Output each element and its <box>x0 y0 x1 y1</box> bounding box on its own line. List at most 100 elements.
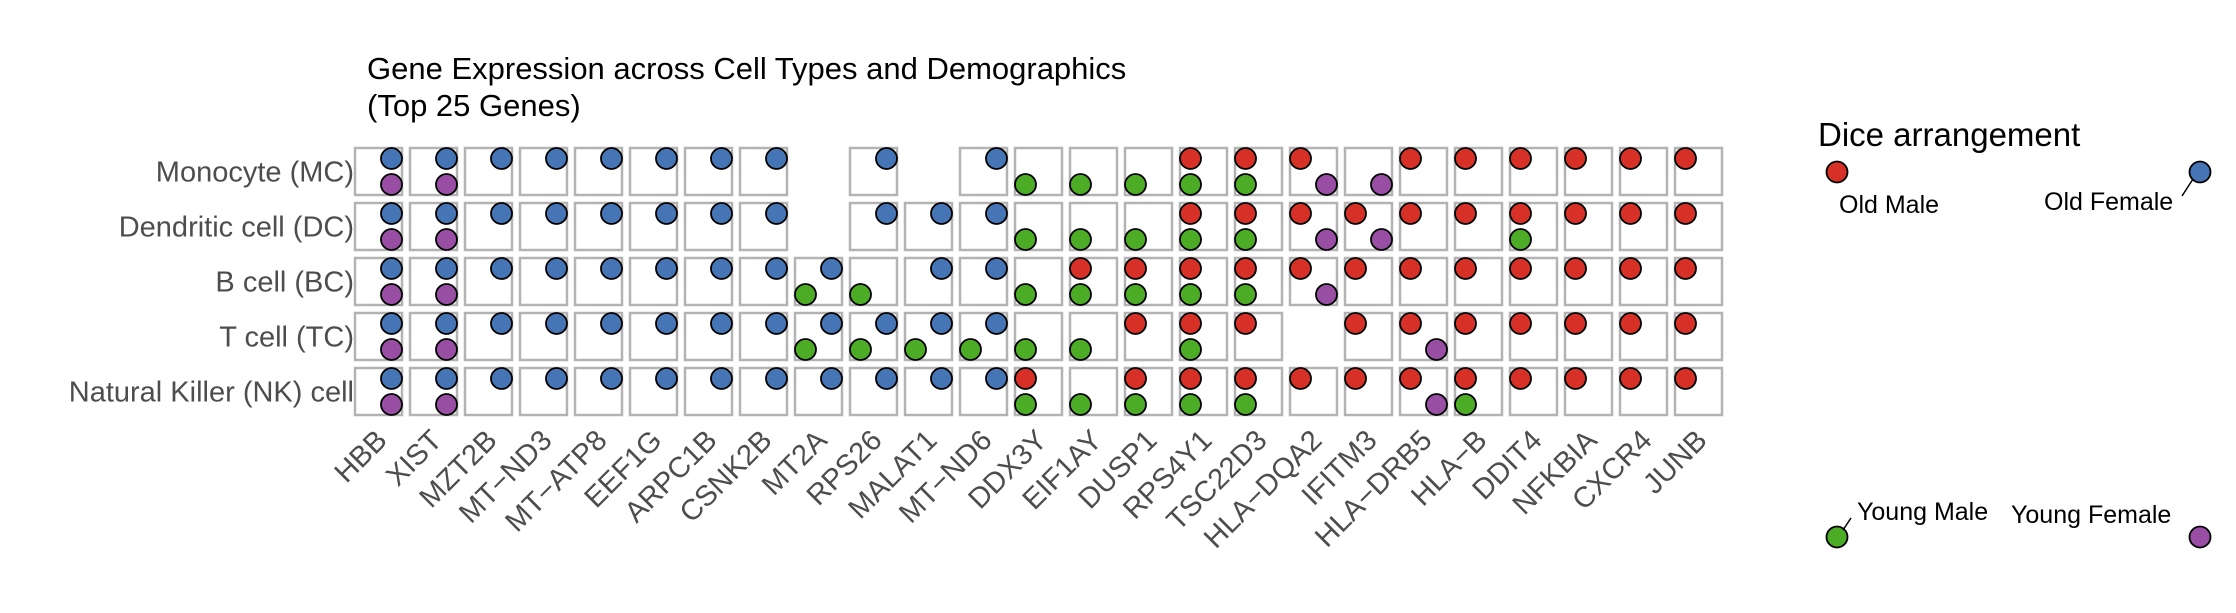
legend-old-female-label: Old Female <box>2044 188 2173 216</box>
dot-r4-c0-of <box>380 367 403 390</box>
dot-r2-c13-ym <box>1069 283 1092 306</box>
dot-r1-c14-ym <box>1124 228 1147 251</box>
dot-r1-c20-om <box>1454 202 1477 225</box>
dot-r1-c21-ym <box>1509 228 1532 251</box>
dot-r2-c2-of <box>490 257 513 280</box>
dot-r3-c18-om <box>1344 312 1367 335</box>
dot-r4-c2-of <box>490 367 513 390</box>
dot-r0-c3-of <box>545 147 568 170</box>
dot-r0-c15-om <box>1179 147 1202 170</box>
dot-r1-c23-om <box>1619 202 1642 225</box>
dot-r0-c23-om <box>1619 147 1642 170</box>
dot-r0-c13-ym <box>1069 173 1092 196</box>
dot-r2-c13-om <box>1069 257 1092 280</box>
dot-r1-c22-om <box>1564 202 1587 225</box>
dot-r2-c23-om <box>1619 257 1642 280</box>
dot-r2-c7-of <box>765 257 788 280</box>
legend-young-male-leader <box>1842 517 1852 531</box>
dice-dots <box>380 147 1697 416</box>
dot-r2-c11-of <box>985 257 1008 280</box>
dot-r1-c1-yf <box>435 228 458 251</box>
dot-r0-c0-yf <box>380 173 403 196</box>
column-label-0: HBB <box>329 424 394 489</box>
dot-r1-c0-of <box>380 202 403 225</box>
dot-r0-c22-om <box>1564 147 1587 170</box>
dot-r0-c24-om <box>1674 147 1697 170</box>
dot-r1-c16-om <box>1234 202 1257 225</box>
dot-r4-c23-om <box>1619 367 1642 390</box>
dot-r4-c22-om <box>1564 367 1587 390</box>
dot-r1-c13-ym <box>1069 228 1092 251</box>
dot-r1-c21-om <box>1509 202 1532 225</box>
dot-r0-c14-ym <box>1124 173 1147 196</box>
dot-r3-c10-ym <box>904 338 927 361</box>
dot-r4-c3-of <box>545 367 568 390</box>
chart-title: Gene Expression across Cell Types and De… <box>367 51 1126 123</box>
dot-r3-c13-ym <box>1069 338 1092 361</box>
dot-r0-c4-of <box>600 147 623 170</box>
legend-title: Dice arrangement <box>1818 116 2080 153</box>
dot-r1-c15-om <box>1179 202 1202 225</box>
dot-r4-c15-om <box>1179 367 1202 390</box>
dot-r0-c15-ym <box>1179 173 1202 196</box>
dot-r2-c5-of <box>655 257 678 280</box>
dot-r2-c10-of <box>930 257 953 280</box>
dot-r0-c0-of <box>380 147 403 170</box>
dot-r2-c1-of <box>435 257 458 280</box>
dot-r4-c20-om <box>1454 367 1477 390</box>
dot-r3-c11-ym <box>959 338 982 361</box>
row-label-4: Natural Killer (NK) cell <box>69 377 354 409</box>
dot-r2-c14-om <box>1124 257 1147 280</box>
dot-r1-c9-of <box>875 202 898 225</box>
dot-r3-c15-ym <box>1179 338 1202 361</box>
dot-r2-c1-yf <box>435 283 458 306</box>
dot-r3-c20-om <box>1454 312 1477 335</box>
dot-r3-c7-of <box>765 312 788 335</box>
dot-r0-c20-om <box>1454 147 1477 170</box>
dot-r2-c15-ym <box>1179 283 1202 306</box>
column-label-24: JUNB <box>1637 424 1713 500</box>
dot-r1-c18-yf <box>1370 228 1393 251</box>
dot-r1-c5-of <box>655 202 678 225</box>
dot-r0-c11-of <box>985 147 1008 170</box>
dot-r3-c16-om <box>1234 312 1257 335</box>
legend: Dice arrangement Old Male Old Female You… <box>1818 116 2212 549</box>
tile-r3-c7 <box>738 311 789 362</box>
tile-r4-c13 <box>1068 366 1119 417</box>
dot-r3-c24-om <box>1674 312 1697 335</box>
dot-r2-c16-ym <box>1234 283 1257 306</box>
tile-r4-c21 <box>1508 366 1559 417</box>
dot-r4-c7-of <box>765 367 788 390</box>
dot-r3-c1-yf <box>435 338 458 361</box>
row-labels: Monocyte (MC) Dendritic cell (DC) B cell (… <box>69 157 354 409</box>
dot-r0-c19-om <box>1399 147 1422 170</box>
dot-r4-c16-ym <box>1234 393 1257 416</box>
dot-r3-c11-of <box>985 312 1008 335</box>
dot-r2-c12-ym <box>1014 283 1037 306</box>
dot-r0-c16-ym <box>1234 173 1257 196</box>
dot-r2-c9-ym <box>849 283 872 306</box>
dot-r2-c14-ym <box>1124 283 1147 306</box>
dot-r0-c7-of <box>765 147 788 170</box>
dot-r3-c5-of <box>655 312 678 335</box>
dot-r3-c23-om <box>1619 312 1642 335</box>
dot-r1-c0-yf <box>380 228 403 251</box>
dot-r3-c6-of <box>710 312 733 335</box>
dot-r3-c8-ym <box>794 338 817 361</box>
dot-r4-c4-of <box>600 367 623 390</box>
dot-r1-c1-of <box>435 202 458 225</box>
dot-r2-c20-om <box>1454 257 1477 280</box>
tile-r2-c23 <box>1618 256 1669 307</box>
dot-r0-c2-of <box>490 147 513 170</box>
dot-r1-c4-of <box>600 202 623 225</box>
row-label-1: Dendritic cell (DC) <box>119 212 354 244</box>
dot-r2-c22-om <box>1564 257 1587 280</box>
dot-r4-c12-ym <box>1014 393 1037 416</box>
dot-r2-c3-of <box>545 257 568 280</box>
dot-r4-c24-om <box>1674 367 1697 390</box>
dot-r3-c22-om <box>1564 312 1587 335</box>
dot-r2-c17-om <box>1289 257 1312 280</box>
dot-r1-c17-om <box>1289 202 1312 225</box>
dot-r4-c14-om <box>1124 367 1147 390</box>
